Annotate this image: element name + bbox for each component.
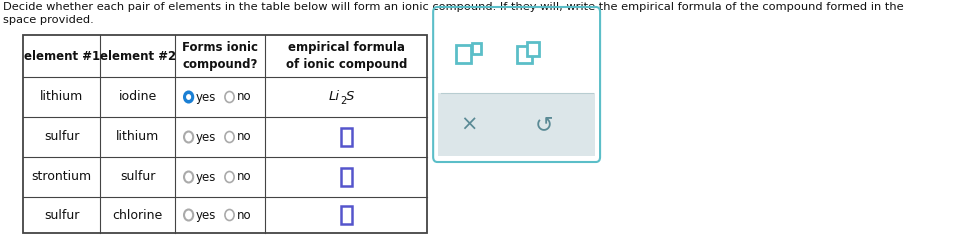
Text: yes: yes	[196, 171, 216, 184]
Text: iodine: iodine	[118, 90, 157, 103]
Text: lithium: lithium	[116, 131, 160, 144]
Text: Li: Li	[329, 90, 339, 103]
Text: Forms ionic
compound?: Forms ionic compound?	[183, 41, 259, 71]
Text: 2: 2	[340, 96, 347, 106]
Text: element #1: element #1	[24, 49, 100, 62]
Text: no: no	[237, 171, 252, 184]
Bar	[456, 45, 471, 63]
Circle shape	[186, 95, 190, 99]
Text: sulfur: sulfur	[44, 131, 80, 144]
Text: S: S	[346, 90, 354, 103]
FancyBboxPatch shape	[438, 13, 595, 93]
Bar	[340, 128, 352, 146]
Text: no: no	[237, 90, 252, 103]
Bar	[340, 206, 352, 224]
Bar	[472, 43, 480, 54]
Text: no: no	[237, 208, 252, 221]
Text: element #2: element #2	[100, 49, 176, 62]
Text: lithium: lithium	[40, 90, 84, 103]
Text: yes: yes	[196, 131, 216, 144]
Bar	[340, 168, 352, 186]
Text: yes: yes	[196, 90, 216, 103]
Text: strontium: strontium	[32, 171, 92, 184]
Text: space provided.: space provided.	[3, 15, 94, 25]
Text: empirical formula
of ionic compound: empirical formula of ionic compound	[285, 41, 407, 71]
Circle shape	[184, 91, 193, 102]
Text: chlorine: chlorine	[112, 208, 162, 221]
Text: sulfur: sulfur	[120, 171, 156, 184]
Bar	[528, 42, 539, 56]
Text: sulfur: sulfur	[44, 208, 80, 221]
Text: ×: ×	[460, 115, 478, 135]
Text: no: no	[237, 131, 252, 144]
Text: ↺: ↺	[535, 115, 554, 135]
Bar	[517, 46, 531, 63]
Text: yes: yes	[196, 208, 216, 221]
FancyBboxPatch shape	[438, 93, 595, 156]
Text: Decide whether each pair of elements in the table below will form an ionic compo: Decide whether each pair of elements in …	[3, 2, 904, 12]
Bar	[23, 35, 428, 233]
